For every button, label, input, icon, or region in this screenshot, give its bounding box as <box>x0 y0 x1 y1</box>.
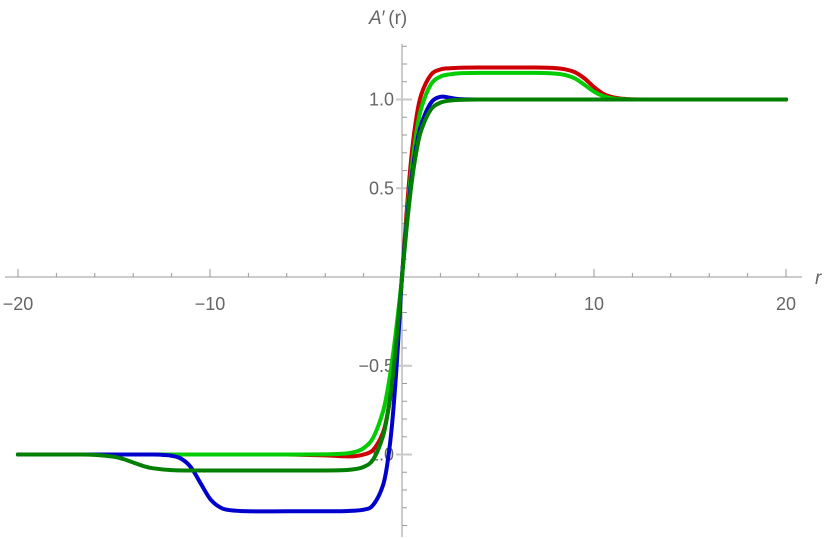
y-tick-label: −0.5 <box>358 356 394 376</box>
x-tick-label: −10 <box>195 294 226 314</box>
x-tick-label: 20 <box>776 294 796 314</box>
series-red <box>16 65 788 459</box>
series-layer <box>16 65 788 514</box>
y-axis-label-main: A <box>368 8 382 29</box>
x-axis-label: r <box>815 268 822 289</box>
series-dark-green <box>16 97 788 473</box>
y-axis-label: A′ (r) <box>368 8 407 29</box>
y-ticks <box>396 45 412 526</box>
x-tick-label: 10 <box>584 294 604 314</box>
x-tick-labels: −20 −10 10 20 <box>3 294 796 314</box>
y-axis-label-arg: (r) <box>388 8 407 29</box>
y-tick-label: 0.5 <box>369 178 394 198</box>
y-tick-labels: 1.00.5−0.5−1.0 <box>358 90 394 465</box>
y-tick-label: 1.0 <box>369 90 394 110</box>
x-ticks <box>17 269 787 277</box>
axes: −20 −10 10 20 1.00.5−0.5−1.0 <box>3 44 802 537</box>
x-tick-label: −20 <box>3 294 34 314</box>
y-axis-label-prime: ′ <box>382 8 386 29</box>
series-light-green <box>16 70 788 457</box>
